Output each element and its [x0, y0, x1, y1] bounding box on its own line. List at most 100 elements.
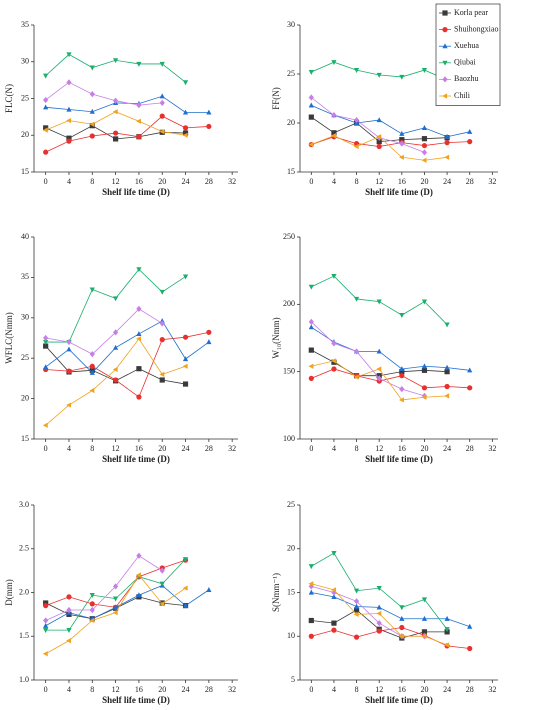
y-tick-label: 15 [287, 167, 295, 176]
series-line [311, 368, 470, 389]
y-tick-label: 10 [287, 631, 295, 640]
legend-marker [442, 60, 448, 66]
data-point [444, 383, 450, 390]
data-point [444, 627, 450, 633]
y-tick-label: 100 [283, 434, 295, 443]
data-point [112, 377, 119, 383]
data-point [376, 143, 382, 150]
y-tick-label: 1.5 [19, 631, 29, 640]
data-point [206, 329, 212, 335]
series-line [311, 326, 470, 371]
data-point [43, 343, 49, 349]
y-tick-label: 2.5 [19, 544, 29, 553]
x-tick-label: 24 [443, 177, 451, 186]
data-point [43, 104, 49, 110]
data-point [421, 142, 428, 149]
series-line [45, 555, 163, 621]
x-tick-label: 8 [90, 177, 94, 186]
data-point [89, 606, 95, 614]
data-point [353, 607, 360, 613]
x-tick-label: 28 [205, 685, 213, 694]
data-point [376, 72, 382, 78]
series-line [311, 552, 448, 630]
data-point [66, 402, 72, 408]
data-point [467, 385, 473, 391]
data-point [444, 393, 450, 399]
y-axis-label: FLC(N) [4, 84, 14, 113]
data-point [136, 118, 141, 124]
data-point [159, 601, 165, 607]
data-point [206, 109, 212, 115]
y-tick-label: 250 [283, 232, 295, 241]
x-tick-label: 4 [67, 444, 71, 453]
data-point [113, 596, 119, 602]
data-point [444, 615, 450, 621]
data-point [399, 386, 405, 393]
data-point [444, 642, 450, 648]
data-point [182, 132, 188, 138]
x-axis-label: Shelf life time (D) [102, 695, 170, 705]
x-tick-label: 4 [67, 685, 71, 694]
data-point [66, 628, 72, 633]
x-tick-label: 24 [182, 685, 190, 694]
data-point [331, 112, 337, 119]
legend: Korla pear Shuihongxiao Xuehua Qiubai Baozhu… [435, 3, 501, 106]
data-point [308, 94, 314, 101]
data-point [43, 622, 49, 628]
x-axis-label: Shelf life time (D) [102, 454, 170, 464]
x-tick-label: 32 [228, 444, 236, 453]
y-tick-label: 15 [287, 587, 295, 596]
data-point [89, 387, 95, 394]
legend-label: Baozhu [454, 74, 478, 83]
data-point [182, 274, 189, 280]
x-tick-label: 24 [443, 685, 451, 694]
data-point [331, 366, 337, 372]
y-tick-label: 30 [21, 57, 29, 66]
series-line [45, 81, 163, 106]
data-point [399, 74, 405, 80]
x-tick-label: 4 [332, 177, 336, 186]
data-point [89, 363, 95, 369]
x-tick-label: 12 [112, 444, 120, 453]
data-point [331, 551, 337, 556]
data-point [421, 363, 428, 369]
data-point [444, 369, 450, 375]
data-point [399, 615, 405, 621]
data-point [112, 130, 119, 136]
legend-marker [442, 76, 448, 83]
x-tick-label: 20 [420, 444, 428, 453]
data-point [113, 344, 119, 350]
x-tick-label: 24 [443, 444, 451, 453]
legend-box [435, 3, 501, 106]
x-tick-label: 28 [466, 177, 474, 186]
data-point [43, 364, 49, 370]
x-tick-label: 24 [182, 444, 190, 453]
data-point [113, 97, 119, 104]
data-point [159, 377, 165, 383]
data-point [136, 305, 142, 313]
y-tick-label: 25 [21, 93, 29, 102]
data-point [159, 93, 165, 99]
y-tick-label: 15 [21, 434, 29, 443]
data-point [159, 61, 165, 67]
data-point [421, 125, 428, 130]
legend-label: Qiubai [454, 58, 477, 67]
legend-label: Xuehua [454, 41, 479, 50]
data-point [66, 52, 72, 58]
x-tick-label: 20 [158, 177, 166, 186]
data-point [308, 564, 314, 570]
x-axis-label: Shelf life time (D) [102, 187, 170, 197]
x-tick-label: 12 [375, 444, 383, 453]
data-point [308, 324, 314, 330]
x-tick-label: 32 [228, 177, 236, 186]
data-point [444, 154, 450, 160]
x-tick-label: 20 [420, 177, 428, 186]
data-point [421, 633, 427, 639]
data-point [89, 351, 95, 358]
y-tick-label: 5 [291, 675, 295, 684]
y-axis-label: D(mm) [4, 579, 14, 606]
x-tick-label: 8 [90, 444, 94, 453]
data-point [353, 374, 359, 380]
data-point [66, 79, 72, 86]
